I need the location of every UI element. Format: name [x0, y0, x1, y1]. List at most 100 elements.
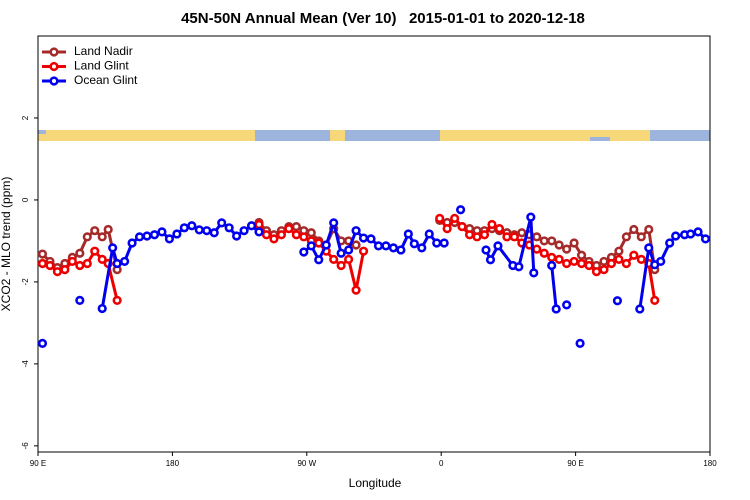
- legend-label: Land Nadir: [74, 44, 133, 58]
- data-point: [75, 295, 85, 305]
- data-point: [217, 218, 227, 228]
- data-point: [103, 224, 113, 235]
- data-point: [284, 224, 294, 234]
- data-point: [529, 268, 539, 278]
- data-point: [636, 232, 646, 242]
- y-tick-label: -4: [21, 360, 30, 368]
- data-point: [685, 229, 696, 239]
- data-point: [90, 246, 100, 256]
- data-point: [457, 221, 467, 232]
- data-point: [60, 265, 70, 275]
- data-point: [547, 236, 557, 246]
- data-point: [194, 225, 204, 235]
- data-point: [644, 224, 654, 235]
- data-point: [299, 247, 309, 257]
- data-point: [351, 226, 361, 236]
- data-point: [45, 260, 55, 271]
- data-point: [606, 258, 617, 269]
- data-point: [514, 262, 524, 272]
- data-point: [97, 232, 107, 242]
- data-point: [464, 230, 475, 240]
- data-point: [75, 260, 85, 271]
- data-point: [261, 230, 272, 240]
- data-point: [112, 258, 122, 269]
- data-point: [351, 285, 361, 295]
- data-point: [494, 224, 505, 234]
- data-point: [358, 233, 369, 243]
- map-strip: [38, 130, 710, 141]
- data-point: [97, 254, 107, 264]
- y-tick-label: 2: [21, 115, 30, 120]
- data-point: [127, 238, 137, 248]
- data-point: [239, 226, 249, 236]
- data-point: [487, 219, 497, 230]
- data-point: [576, 250, 587, 260]
- data-point: [388, 243, 399, 253]
- data-point: [37, 338, 48, 348]
- y-axis-label: XCO2 - MLO trend (ppm): [0, 177, 13, 312]
- data-point: [439, 238, 449, 248]
- data-point: [291, 221, 301, 232]
- data-point: [82, 258, 92, 269]
- data-point: [202, 226, 212, 236]
- y-tick-label: 0: [21, 197, 30, 202]
- data-point: [329, 218, 339, 228]
- legend-marker: [49, 47, 59, 57]
- data-point: [120, 256, 130, 267]
- data-point: [656, 256, 666, 267]
- data-point: [82, 232, 92, 242]
- data-point: [149, 230, 160, 240]
- data-point: [636, 254, 646, 264]
- data-point: [321, 240, 331, 250]
- data-point: [435, 213, 445, 223]
- data-point: [612, 296, 623, 306]
- legend-label: Ocean Glint: [74, 73, 138, 87]
- data-point: [569, 238, 579, 248]
- data-point: [693, 227, 703, 237]
- data-point: [329, 254, 339, 264]
- data-point: [157, 227, 167, 237]
- data-point: [254, 219, 264, 230]
- legend-label: Land Glint: [74, 59, 129, 73]
- data-point: [373, 241, 384, 251]
- data-point: [562, 244, 572, 254]
- data-point: [269, 234, 279, 244]
- legend-marker: [49, 61, 59, 72]
- data-point: [629, 224, 639, 235]
- data-point: [409, 239, 419, 249]
- data-point: [547, 252, 557, 262]
- chart-title: 45N-50N Annual Mean (Ver 10) 2015-01-01 …: [181, 10, 585, 27]
- x-tick-label: 90 E: [30, 459, 46, 468]
- data-point: [442, 224, 452, 234]
- data-point: [554, 254, 564, 264]
- data-point: [351, 240, 361, 250]
- data-point: [336, 248, 346, 258]
- data-point: [172, 229, 182, 239]
- x-tick-label: 90 E: [567, 459, 583, 468]
- data-point: [472, 232, 482, 242]
- data-point: [599, 256, 609, 267]
- data-point: [97, 303, 107, 314]
- data-point: [67, 256, 77, 267]
- data-point: [644, 243, 654, 253]
- data-point: [517, 228, 527, 238]
- data-point: [366, 234, 376, 244]
- data-point: [134, 232, 145, 242]
- data-point: [306, 228, 316, 238]
- data-point: [456, 205, 466, 215]
- data-point: [554, 240, 564, 250]
- data-point: [291, 230, 301, 240]
- data-point: [562, 300, 572, 310]
- data-point: [493, 241, 503, 251]
- data-point: [576, 258, 587, 269]
- data-point: [75, 248, 85, 258]
- data-point: [629, 250, 639, 260]
- data-point: [650, 295, 660, 305]
- data-point: [254, 227, 264, 237]
- data-point: [344, 254, 354, 264]
- data-point: [336, 260, 346, 271]
- data-point: [396, 245, 406, 255]
- x-tick-label: 180: [166, 459, 180, 468]
- data-point: [306, 241, 316, 251]
